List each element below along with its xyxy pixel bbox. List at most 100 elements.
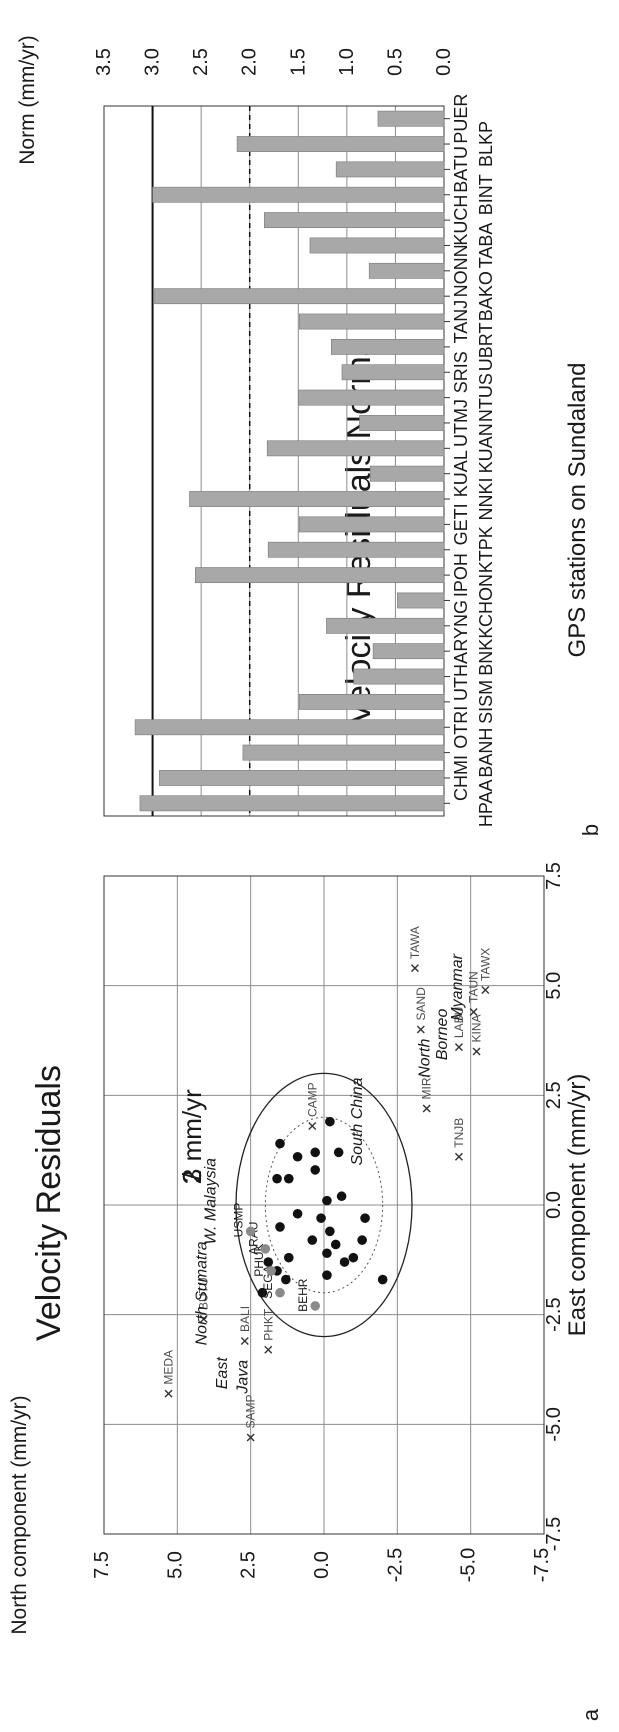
x-tick-label: 5.0	[543, 972, 565, 1000]
scatter-panel: Velocity Residuals North component (mm/y…	[8, 862, 603, 1721]
category-label: RYNG	[451, 600, 471, 652]
scatter-x-ticks: -7.5 -5.0 -2.5 0.0 2.5 5.0 7.5	[543, 862, 565, 1551]
category-label: KUAL	[451, 450, 471, 497]
residual-point	[257, 1287, 268, 1298]
bar	[377, 110, 445, 127]
station-x-mark	[472, 1047, 481, 1056]
gray-point-label: USMP	[232, 1203, 246, 1238]
bar	[189, 491, 445, 507]
bar	[298, 693, 445, 710]
category-label: NTUS	[476, 373, 496, 422]
category-label: HPAA	[476, 779, 496, 827]
bar	[236, 136, 445, 152]
station-label: TAUN	[467, 971, 481, 1003]
y-tick-label: -7.5	[531, 1548, 553, 1582]
category-label: TABA	[476, 223, 496, 269]
residual-point	[333, 1147, 344, 1158]
inner-circle	[264, 1116, 384, 1294]
panel-a-xlabel: East component (mm/yr)	[564, 1074, 591, 1337]
bar	[134, 719, 445, 736]
station-label: BUTU	[197, 1277, 211, 1310]
category-label: KUCH	[451, 195, 471, 246]
station-x-mark	[164, 1389, 173, 1398]
region-label: North	[417, 1039, 434, 1078]
bar-value-tick-label: 1.0	[336, 48, 358, 76]
bar-value-tick-label: 2.0	[239, 48, 261, 76]
bar-value-tick-label: 1.5	[287, 48, 309, 76]
station-label: CAMP	[305, 1082, 319, 1117]
residual-point	[292, 1151, 303, 1162]
category-label: UTHA	[451, 652, 471, 701]
station-x-mark	[481, 986, 490, 995]
region-label: East	[214, 1357, 231, 1390]
tolerance-circles: 3 mm/yr2/	[177, 1072, 413, 1338]
category-label: NNKI	[476, 478, 496, 521]
bar-value-tick-label: 0.0	[433, 48, 455, 76]
bar	[326, 617, 445, 634]
bar	[242, 744, 445, 761]
bar-value-tick-label: 0.5	[384, 48, 406, 76]
residual-point	[316, 1213, 326, 1223]
bar	[368, 262, 445, 279]
category-label: BATU	[451, 146, 471, 193]
x-tick-label: -2.5	[543, 1297, 565, 1331]
station-x-mark	[199, 1315, 208, 1324]
category-label: UTMJ	[451, 399, 471, 447]
reference-lines	[151, 106, 251, 816]
y-tick-label: 2.5	[238, 1551, 260, 1579]
bar	[397, 592, 445, 609]
bar	[353, 668, 445, 685]
circle-label-outer: 3 mm/yr	[177, 1089, 207, 1183]
residual-point	[325, 1116, 335, 1127]
panel-b-label: b	[578, 824, 603, 836]
gray-residual-point	[275, 1287, 285, 1298]
panel-a-title: Velocity Residuals	[30, 1065, 68, 1341]
station-label: SAMP	[244, 1394, 258, 1428]
region-label: North Sumatra	[194, 1241, 211, 1345]
region-label: Myanmar	[449, 953, 466, 1020]
bar	[372, 643, 445, 660]
category-label: CHON	[476, 574, 496, 627]
station-x-mark	[308, 1122, 317, 1131]
station-label: SAND	[414, 987, 428, 1021]
bar	[341, 364, 445, 381]
x-tick-label: 7.5	[543, 862, 565, 890]
bar	[195, 567, 445, 584]
category-label: UBRT	[476, 323, 496, 372]
y-tick-label: 5.0	[164, 1551, 186, 1579]
bar	[297, 389, 445, 406]
outer-circle	[235, 1072, 413, 1338]
category-label: TANJ	[451, 300, 471, 344]
gray-point-label: BEHR	[296, 1278, 310, 1312]
station-label: LABU	[452, 1007, 466, 1038]
category-label: SRIS	[451, 351, 471, 393]
circle-label-inner: 2	[177, 1170, 207, 1184]
panel-a-ylabel: North component (mm/yr)	[8, 1395, 31, 1634]
residual-point	[339, 1257, 350, 1267]
residual-point	[275, 1222, 285, 1232]
station-label: MEDA	[162, 1350, 176, 1385]
bar	[267, 541, 445, 558]
residual-point	[284, 1252, 294, 1263]
residual-point	[272, 1173, 282, 1184]
category-label: PUER	[451, 94, 471, 144]
station-label: BALI	[238, 1306, 252, 1332]
bar	[159, 770, 445, 786]
bar	[298, 313, 445, 330]
x-tick-label: -5.0	[543, 1407, 565, 1441]
residual-point	[322, 1195, 332, 1206]
category-label: KTPK	[476, 526, 496, 573]
residual-point	[357, 1235, 367, 1245]
residual-point	[310, 1165, 321, 1175]
residual-point	[284, 1173, 294, 1184]
y-tick-label: 0.0	[311, 1551, 333, 1579]
station-label: PHKT	[261, 1308, 275, 1341]
station-x-mark	[264, 1345, 273, 1354]
bar-panel: Velocity Residuals Norms Norm (mm/yr) GP…	[16, 35, 603, 836]
station-x-mark	[422, 1104, 431, 1113]
gray-residual-point	[310, 1301, 321, 1311]
category-label: GETI	[451, 503, 471, 545]
residual-point	[360, 1213, 370, 1223]
